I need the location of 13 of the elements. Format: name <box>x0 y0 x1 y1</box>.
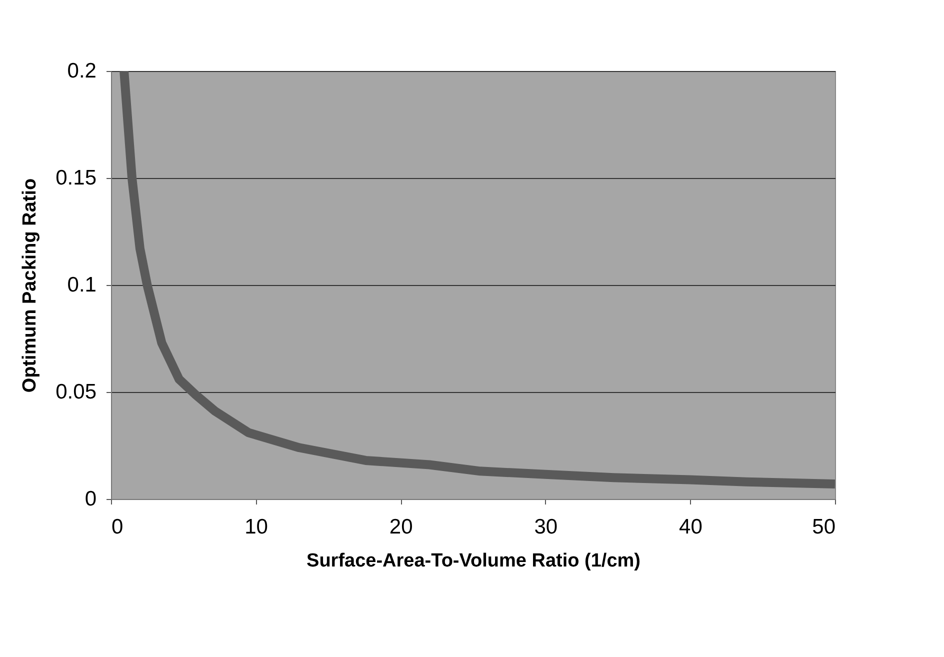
x-tick-label: 20 <box>389 516 413 538</box>
x-axis-title: Surface-Area-To-Volume Ratio (1/cm) <box>306 550 640 572</box>
y-tick-label: 0.1 <box>67 274 96 296</box>
x-tick-label: 0 <box>112 516 124 538</box>
x-tick-label: 30 <box>534 516 558 538</box>
y-tick-label: 0.15 <box>56 166 96 190</box>
x-tick-label: 50 <box>812 516 836 538</box>
y-tick-label: 0.05 <box>56 380 96 404</box>
x-tick-label: 10 <box>244 516 268 538</box>
x-tick-label: 40 <box>679 516 702 538</box>
y-tick-label: 0.2 <box>67 60 96 82</box>
y-axis-title: Optimum Packing Ratio <box>20 178 41 393</box>
y-tick-label: 0 <box>84 488 96 510</box>
